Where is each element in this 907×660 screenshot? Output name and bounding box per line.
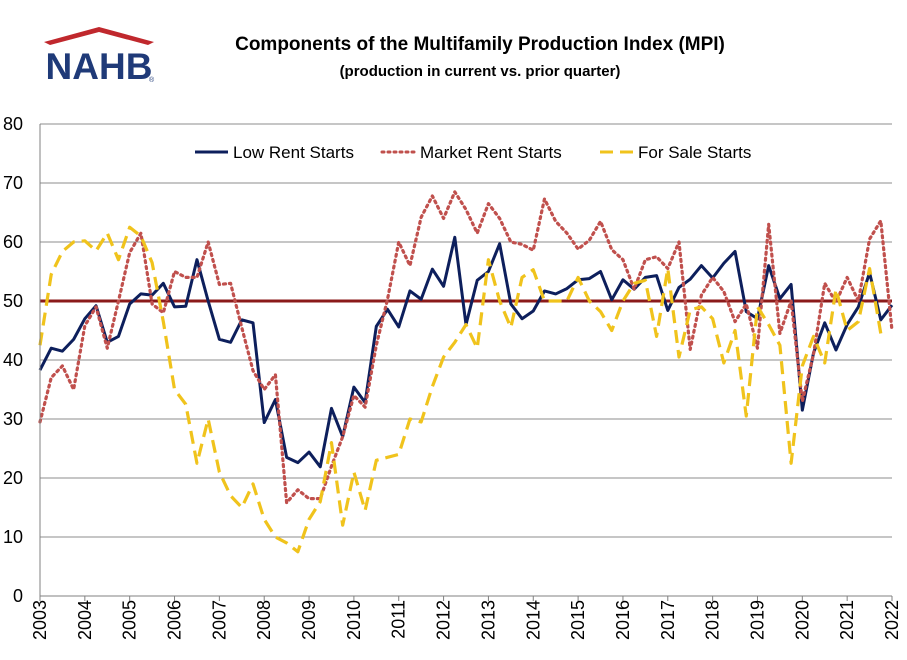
legend-label-3: For Sale Starts — [638, 143, 751, 162]
y-tick-label-0: 0 — [13, 586, 23, 606]
x-axis-ticks: 2003 2004 2005 2006 2007 2008 2009 2010 2011 2012… — [30, 596, 902, 640]
series-lines — [38, 190, 894, 554]
x-tick-label-2014: 2014 — [523, 600, 543, 640]
y-tick-label-20: 20 — [3, 468, 23, 488]
x-tick-label-2020: 2020 — [792, 600, 812, 640]
x-tick-label-2019: 2019 — [747, 600, 767, 640]
legend-label-2: Market Rent Starts — [420, 143, 562, 162]
x-tick-label-2004: 2004 — [75, 600, 95, 640]
logo-text: NAHB — [46, 46, 153, 84]
legend-label-1: Low Rent Starts — [233, 143, 354, 162]
x-tick-label-2005: 2005 — [120, 600, 140, 640]
y-tick-label-60: 60 — [3, 232, 23, 252]
x-tick-label-2008: 2008 — [254, 600, 274, 640]
series-line-3 — [38, 225, 883, 554]
y-tick-label-80: 80 — [3, 114, 23, 134]
x-tick-label-2017: 2017 — [658, 600, 678, 640]
x-tick-label-2016: 2016 — [613, 600, 633, 640]
gridlines — [40, 123, 892, 538]
y-axis-ticks: 0 10 20 30 40 50 60 70 80 — [3, 114, 23, 606]
x-tick-label-2011: 2011 — [389, 600, 409, 639]
x-tick-label-2013: 2013 — [478, 600, 498, 640]
x-tick-label-2009: 2009 — [299, 600, 319, 640]
nahb-logo: NAHB ® — [44, 27, 155, 84]
x-tick-label-2003: 2003 — [30, 600, 50, 640]
x-tick-label-2015: 2015 — [568, 600, 588, 640]
chart-title: Components of the Multifamily Production… — [235, 34, 725, 55]
logo-registered-mark: ® — [149, 76, 155, 84]
y-tick-label-70: 70 — [3, 173, 23, 193]
chart-subtitle: (production in current vs. prior quarter… — [339, 63, 621, 80]
y-tick-label-10: 10 — [3, 527, 23, 547]
x-tick-label-2018: 2018 — [703, 600, 723, 640]
x-tick-label-2012: 2012 — [434, 600, 454, 640]
x-tick-label-2022: 2022 — [882, 600, 902, 640]
logo-roof — [44, 27, 154, 45]
series-line-2 — [38, 190, 894, 505]
x-tick-label-2010: 2010 — [344, 600, 364, 640]
legend: Low Rent Starts Market Rent Starts For Sal… — [195, 143, 751, 162]
y-tick-label-40: 40 — [3, 350, 23, 370]
y-tick-label-30: 30 — [3, 409, 23, 429]
x-tick-label-2006: 2006 — [165, 600, 185, 640]
x-tick-label-2021: 2021 — [837, 600, 857, 640]
y-tick-label-50: 50 — [3, 291, 23, 311]
x-tick-label-2007: 2007 — [209, 600, 229, 640]
